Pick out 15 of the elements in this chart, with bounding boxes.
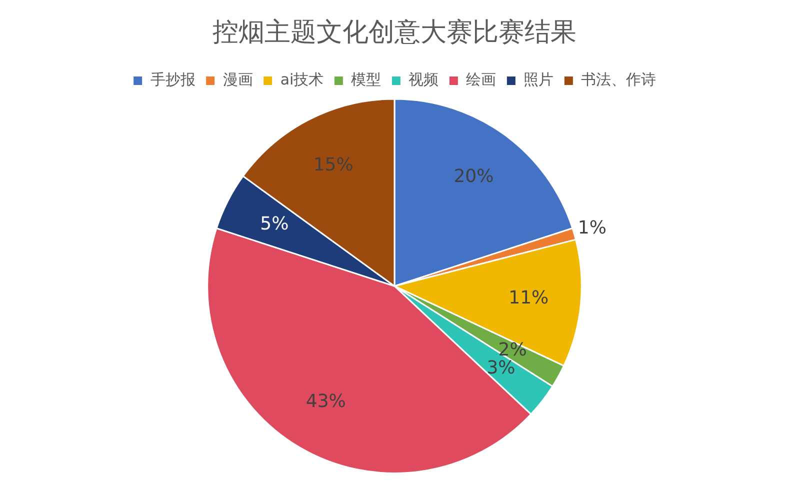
data-label: 11% [508,287,549,308]
data-label: 1% [578,217,606,238]
legend-label: 手抄报 [150,70,196,89]
legend-label: 模型 [351,70,382,89]
legend-label: ai技术 [280,70,324,89]
data-label: 5% [260,214,289,235]
legend-label: 绘画 [466,70,496,89]
data-label: 43% [306,390,346,412]
data-label: 15% [313,154,354,176]
data-label: 20% [454,166,494,187]
chart-title: 控烟主题文化创意大赛比赛结果 [212,17,576,48]
legend-label: 照片 [524,70,554,89]
legend-label: 漫画 [222,70,253,89]
legend-label: 视频 [408,70,439,89]
legend-label: 书法、作诗 [581,70,656,89]
